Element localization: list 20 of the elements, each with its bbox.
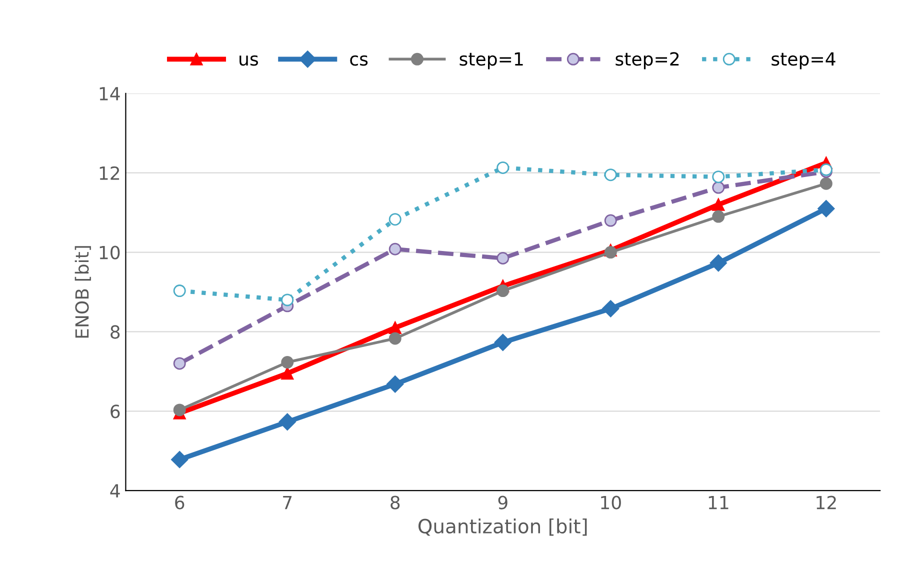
y-tick-label: 10	[100, 246, 120, 260]
y-tick-label: 6	[110, 404, 120, 418]
x-tick-label: 6	[175, 496, 184, 510]
legend-label: step=1	[460, 52, 523, 70]
x-tick-label: 8	[390, 496, 400, 510]
x-axis-title: Quantization [bit]	[418, 518, 587, 536]
y-tick-label: 14	[100, 87, 120, 100]
y-tick-label: 8	[110, 325, 120, 339]
legend-label: us	[240, 55, 258, 66]
x-tick-label: 11	[708, 496, 728, 510]
y-tick-label: 4	[110, 484, 120, 498]
x-tick-label: 12	[816, 496, 836, 510]
x-tick-label: 7	[283, 496, 292, 510]
x-tick-label: 9	[498, 496, 508, 510]
legend-label: step=2	[616, 52, 679, 70]
x-tick-label: 10	[601, 496, 621, 510]
legend-label: cs	[350, 55, 368, 66]
legend-label: step=4	[772, 52, 836, 70]
y-axis-title: ENOB [bit]	[74, 246, 91, 338]
y-tick-label: 12	[100, 166, 120, 180]
